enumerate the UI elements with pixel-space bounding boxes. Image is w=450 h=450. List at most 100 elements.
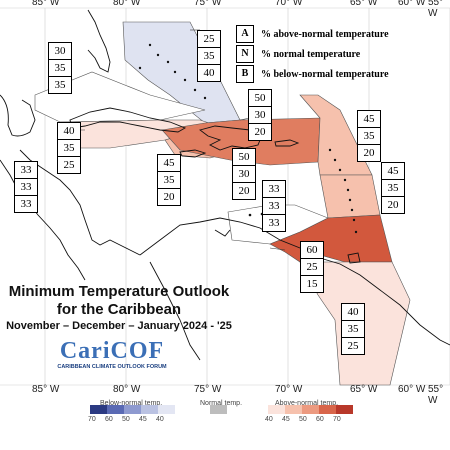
title-line-2: for the Caribbean	[56, 301, 182, 318]
colorbar-swatch-above	[302, 405, 319, 414]
prob-normal: 30	[249, 107, 271, 124]
legend-key: A	[236, 25, 254, 43]
prob-normal: 33	[263, 198, 285, 215]
colorbar-swatch-below	[124, 405, 141, 414]
colorbar-swatch-below	[158, 405, 175, 414]
prob-normal: 35	[49, 60, 71, 77]
legend-row: B % below-normal temperature	[236, 64, 389, 84]
colorbar-tick: 40	[156, 416, 164, 423]
lon-label-top: 65° W	[350, 0, 378, 8]
prob-normal: 33	[15, 179, 37, 196]
prob-above: 45	[158, 155, 180, 172]
title-line-1: Minimum Temperature Outlook	[8, 283, 230, 300]
prob-box-hispaniola: 50 30 20	[232, 148, 256, 200]
prob-normal: 35	[358, 128, 380, 145]
legend-key: B	[236, 65, 254, 83]
lon-label-top: 60° W	[398, 0, 426, 8]
lon-label-bottom: 70° W	[275, 384, 303, 395]
prob-below: 40	[203, 67, 215, 79]
lon-label-bottom: 55° W	[428, 384, 444, 406]
prob-below: 35	[54, 79, 66, 91]
prob-normal: 25	[301, 259, 323, 276]
prob-box-guianas: 40 35 25	[341, 303, 365, 355]
legend-text: % above-normal temperature	[261, 28, 389, 40]
prob-above: 50	[233, 149, 255, 166]
prob-below: 20	[163, 191, 175, 203]
prob-below: 20	[238, 185, 250, 197]
prob-box-jamaica: 45 35 20	[157, 154, 181, 206]
prob-above: 30	[49, 43, 71, 60]
lon-label-bottom: 80° W	[113, 384, 141, 395]
lon-label-top: 85° W	[32, 0, 60, 8]
prob-below: 15	[306, 278, 318, 290]
colorbar-tick: 50	[122, 416, 130, 423]
legend-text: % below-normal temperature	[261, 68, 389, 80]
lon-label-top: 70° W	[275, 0, 303, 8]
prob-box-abc: 33 33 33	[262, 180, 286, 232]
colorbar-swatch-below	[107, 405, 124, 414]
prob-above: 33	[263, 181, 285, 198]
legend-row: N % normal temperature	[236, 44, 389, 64]
prob-above: 50	[249, 90, 271, 107]
lon-label-bottom: 65° W	[350, 384, 378, 395]
colorbar-below-label: Below-normal temp.	[100, 400, 163, 407]
colorbar-tick: 40	[265, 416, 273, 423]
logo-subtitle: CARIBBEAN CLIMATE OUTLOOK FORUM	[57, 364, 167, 370]
colorbar-swatch-normal	[210, 405, 227, 414]
lon-label-top: 75° W	[194, 0, 222, 8]
lon-label-top: 55° W	[428, 0, 444, 19]
region-belize-yucatan	[34, 71, 206, 123]
colorbar-swatch-above	[319, 405, 336, 414]
prob-normal: 35	[198, 48, 220, 65]
legend-text: % normal temperature	[261, 48, 361, 60]
colorbar-tick: 60	[316, 416, 324, 423]
colorbar-tick: 60	[105, 416, 113, 423]
lon-label-bottom: 75° W	[194, 384, 222, 395]
prob-above: 45	[358, 111, 380, 128]
title-period: November – December – January 2024 - '25	[6, 320, 232, 332]
prob-below: 20	[387, 199, 399, 211]
prob-above: 33	[15, 162, 37, 179]
colorbar-tick: 45	[139, 416, 147, 423]
prob-below: 20	[254, 126, 266, 138]
prob-normal: 35	[382, 180, 404, 197]
colorbar-normal-label: Normal temp.	[200, 400, 243, 407]
prob-below: 33	[268, 217, 280, 229]
prob-box-turks-caicos: 50 30 20	[248, 89, 272, 141]
prob-box-trinidad: 60 25 15	[300, 241, 324, 293]
colorbar-swatch-below	[90, 405, 107, 414]
map-title: Minimum Temperature Outlook for the Cari…	[0, 283, 244, 334]
prob-box-windward: 45 35 20	[381, 162, 405, 214]
colorbar-above-label: Above-normal temp.	[275, 400, 339, 407]
colorbar-swatch-below	[141, 405, 158, 414]
prob-box-cuba: 40 35 25	[57, 122, 81, 174]
prob-above: 40	[342, 304, 364, 321]
prob-box-central-america: 33 33 33	[14, 161, 38, 213]
colorbar-tick: 45	[282, 416, 290, 423]
colorbar-swatch-above	[268, 405, 285, 414]
prob-below: 20	[363, 147, 375, 159]
prob-normal: 30	[233, 166, 255, 183]
prob-above: 45	[382, 163, 404, 180]
region-windward	[319, 174, 381, 219]
prob-box-belize: 30 35 35	[48, 42, 72, 94]
prob-normal: 35	[342, 321, 364, 338]
logo-wordmark: CariCOF	[59, 338, 165, 364]
colorbar-tick: 70	[88, 416, 96, 423]
prob-box-bahamas: 25 35 40	[197, 30, 221, 82]
legend-row: A % above-normal temperature	[236, 24, 389, 44]
region-leeward	[299, 94, 373, 176]
lon-label-top: 80° W	[113, 0, 141, 8]
colorbar-tick: 70	[333, 416, 341, 423]
prob-box-leeward: 45 35 20	[357, 110, 381, 162]
colorbar-swatch-above	[336, 405, 353, 414]
prob-below: 25	[347, 340, 359, 352]
lon-label-bottom: 85° W	[32, 384, 60, 395]
prob-above: 25	[198, 31, 220, 48]
prob-normal: 35	[58, 140, 80, 157]
probability-legend: A % above-normal temperature N % normal te…	[236, 24, 389, 84]
prob-above: 40	[58, 123, 80, 140]
prob-below: 33	[20, 198, 32, 210]
legend-key: N	[236, 45, 254, 63]
